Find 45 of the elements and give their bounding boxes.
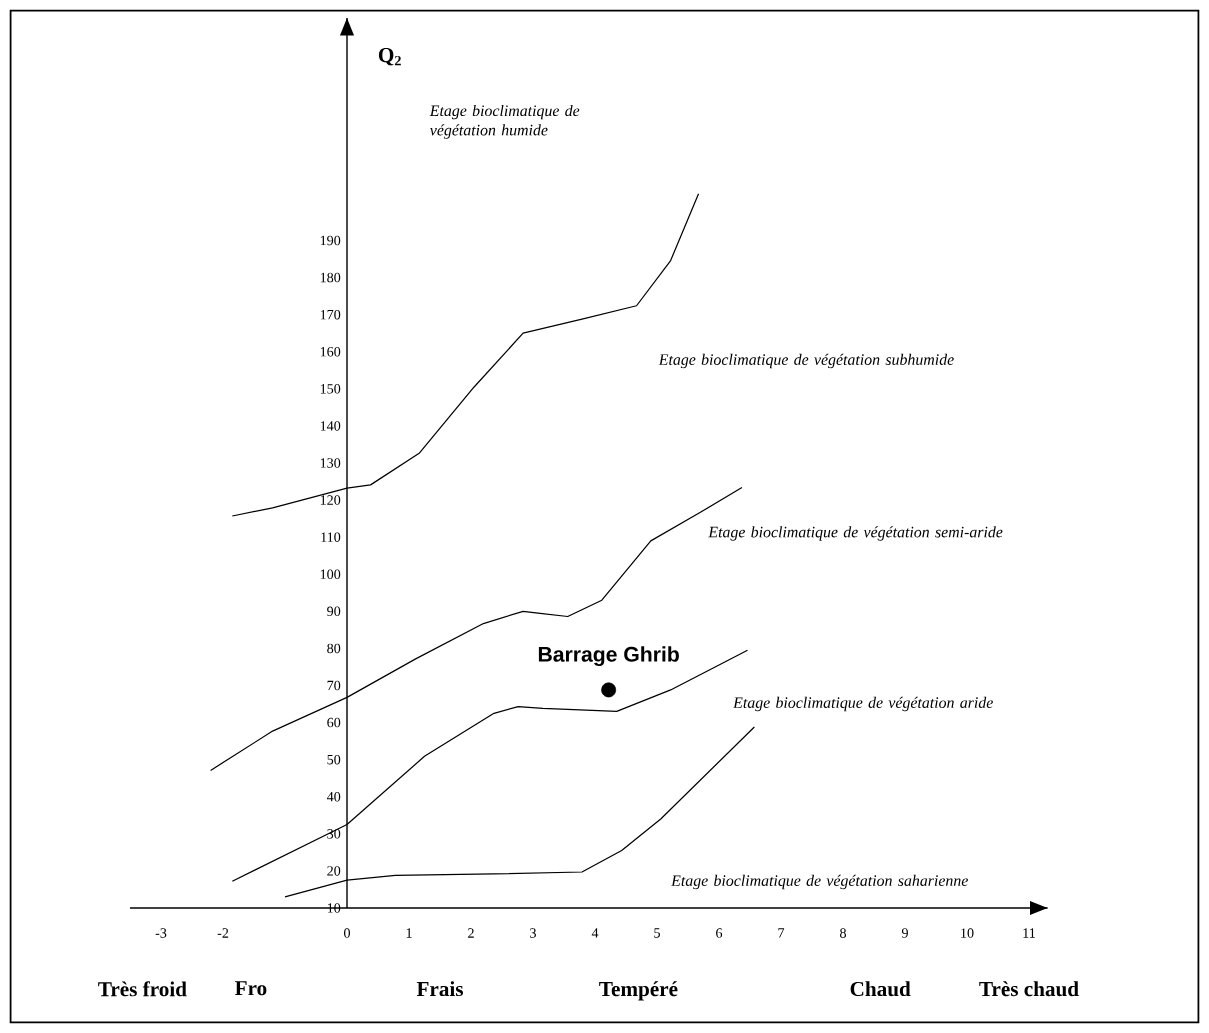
y-tick-label: 30 (327, 829, 341, 839)
y-tick-label: 50 (327, 754, 341, 765)
y-tick-label: 40 (326, 791, 341, 802)
y-axis-title: Q$_{2}$ (378, 48, 401, 66)
text: Très chaud (979, 981, 1079, 997)
x-tick-label: 9 (901, 928, 908, 938)
text: Tempéré (599, 981, 678, 1001)
x-tick-label: 8 (840, 928, 847, 938)
text: Très froid (98, 981, 187, 997)
annotation: Etage bioclimatique de végétation saharienne (670, 874, 968, 890)
x-tick-label: 5 (654, 928, 660, 938)
x-tick-label: 6 (716, 928, 723, 938)
y-tick-label: 160 (320, 346, 341, 357)
y-tick-label: 130 (320, 458, 341, 468)
y-tick-label: 80 (327, 643, 341, 654)
x-tick-label: 3 (530, 928, 536, 938)
text: Chaud (850, 981, 911, 997)
y-tick-label: 180 (320, 272, 341, 283)
x-tick-label: 4 (591, 928, 599, 938)
y-tick-label: 70 (327, 680, 341, 691)
annotation: Etage bioclimatique de végétation subhumide (658, 353, 954, 369)
y-tick-label: 20 (327, 866, 341, 876)
x-tick-label: 11 (1023, 928, 1035, 938)
y-tick-label: 90 (327, 606, 341, 617)
y-tick-label: 170 (320, 309, 341, 320)
x-tick-label: 1 (406, 928, 412, 938)
x-tick-label: 2 (468, 928, 474, 938)
annotation: Etage bioclimatique de végétation aride (732, 696, 993, 712)
y-tick-label: 150 (320, 384, 341, 394)
x-tick-label: 0 (344, 928, 351, 938)
y-tick-label: 190 (320, 235, 341, 246)
y-tick-label: 120 (320, 495, 341, 505)
x-tick-label: 10 (961, 928, 974, 938)
x-tick-label: 7 (778, 928, 785, 938)
annotation: Etage bioclimatique de végétation semi-aride (708, 526, 1003, 541)
y-tick-label: 60 (327, 717, 341, 728)
y-tick-label: 110 (321, 532, 341, 542)
y-tick-label: 140 (320, 421, 341, 431)
text: Fro (235, 981, 267, 996)
y-tick-label: 100 (320, 569, 341, 579)
annotation: Etage bioclimatique de végétation humide (429, 104, 580, 139)
x-tick-label: -2 (217, 928, 229, 938)
x-tick-label: -3 (155, 928, 167, 938)
series-label: Barrage Ghrib (538, 646, 679, 667)
text: Frais (416, 981, 464, 997)
